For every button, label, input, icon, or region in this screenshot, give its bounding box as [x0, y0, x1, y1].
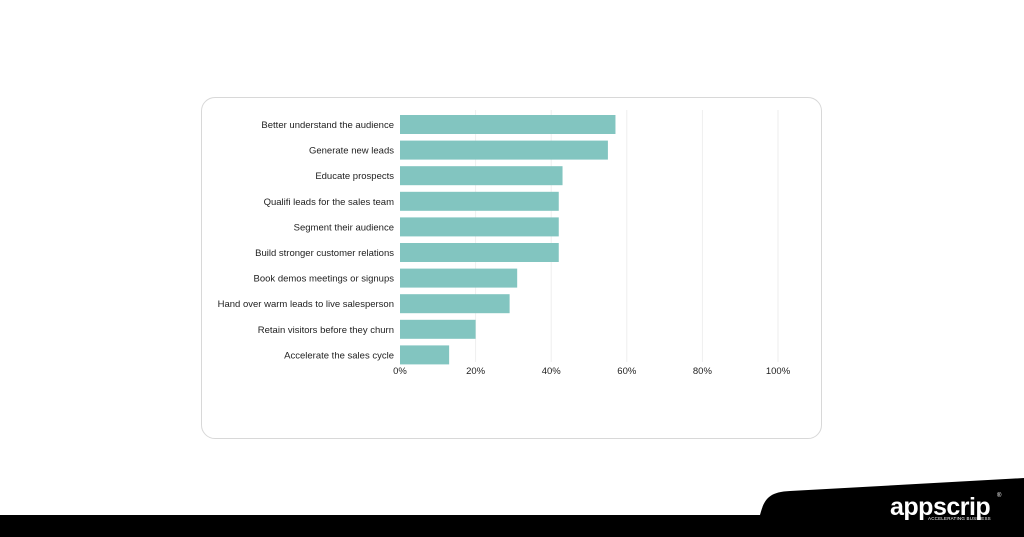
x-tick-label-1: 20% — [466, 366, 486, 377]
bar-3 — [400, 191, 559, 211]
category-label-2: Educate prospects — [315, 171, 394, 182]
category-label-4: Segment their audience — [294, 222, 394, 233]
bar-9 — [400, 345, 450, 365]
category-label-7: Hand over warm leads to live salesperson — [218, 299, 394, 310]
footer-bar — [0, 515, 1024, 537]
category-label-5: Build stronger customer relations — [255, 248, 394, 259]
registered-mark: ® — [997, 493, 1002, 499]
x-tick-label-2: 40% — [542, 366, 562, 377]
category-label-1: Generate new leads — [309, 146, 394, 157]
bar-2 — [400, 166, 563, 186]
bar-0 — [400, 115, 616, 134]
bar-8 — [400, 319, 476, 339]
bar-6 — [400, 268, 518, 288]
bar-chart: Better understand the audience Generate n… — [218, 110, 791, 377]
bar-5 — [400, 243, 559, 262]
brand-name: appscrip — [890, 493, 991, 521]
category-label-8: Retain visitors before they churn — [258, 325, 394, 336]
bar-1 — [400, 140, 608, 160]
bar-4 — [400, 217, 559, 237]
category-label-6: Book demos meetings or signups — [254, 274, 395, 285]
chart-card: Better understand the audience Generate n… — [201, 97, 822, 439]
category-label-0: Better understand the audience — [261, 120, 394, 131]
category-label-9: Accelerate the sales cycle — [284, 350, 394, 361]
x-tick-label-5: 100% — [766, 366, 791, 377]
brand-tagline: ACCELERATING BUSINESS — [928, 516, 991, 521]
x-tick-label-0: 0% — [393, 366, 407, 377]
x-tick-label-4: 80% — [693, 366, 713, 377]
brand-logo: appscrip ® ACCELERATING BUSINESS — [890, 492, 1010, 532]
bar-7 — [400, 294, 510, 314]
category-label-3: Qualifi leads for the sales team — [264, 197, 395, 208]
x-tick-label-3: 60% — [617, 366, 637, 377]
